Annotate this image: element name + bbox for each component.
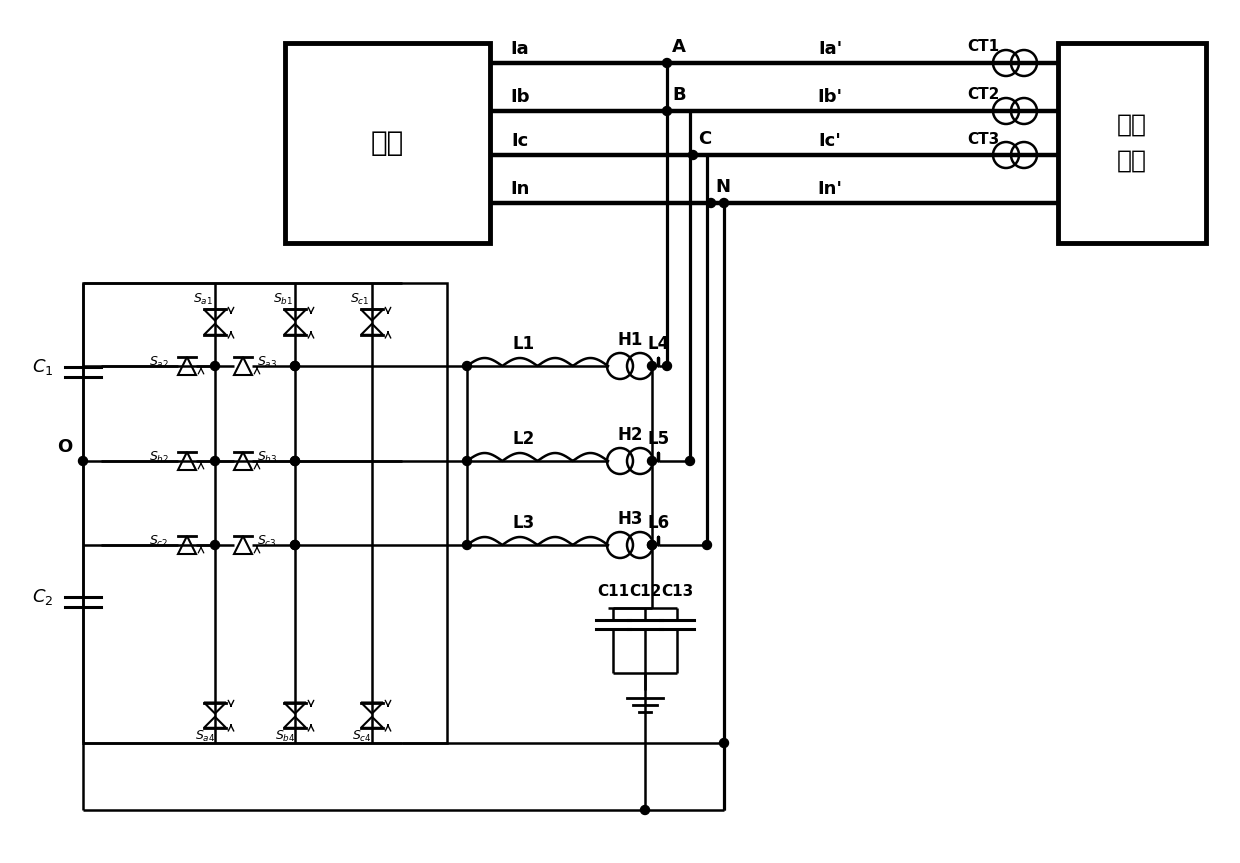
Circle shape <box>662 106 672 116</box>
Text: CT3: CT3 <box>967 131 999 147</box>
Circle shape <box>647 362 656 370</box>
Text: $S_{b1}$: $S_{b1}$ <box>273 292 293 306</box>
Text: $S_{c1}$: $S_{c1}$ <box>350 292 370 306</box>
Text: $S_{c2}$: $S_{c2}$ <box>149 533 169 549</box>
Circle shape <box>707 198 715 207</box>
Circle shape <box>719 739 729 747</box>
Text: Ia: Ia <box>511 40 529 58</box>
Text: $S_{a3}$: $S_{a3}$ <box>257 355 278 369</box>
Circle shape <box>463 362 471 370</box>
Text: Ic: Ic <box>511 132 528 150</box>
Circle shape <box>647 540 656 550</box>
Circle shape <box>290 457 300 465</box>
Text: L5: L5 <box>647 430 670 448</box>
Bar <box>1058 43 1207 243</box>
Circle shape <box>647 540 656 550</box>
Text: B: B <box>672 86 686 104</box>
Circle shape <box>641 805 650 815</box>
Text: Ic': Ic' <box>818 132 842 150</box>
Text: L6: L6 <box>647 514 670 532</box>
Text: C12: C12 <box>629 584 661 600</box>
Circle shape <box>290 362 300 370</box>
Text: H2: H2 <box>618 426 642 444</box>
Circle shape <box>647 457 656 465</box>
Circle shape <box>78 457 88 465</box>
Text: 三相: 三相 <box>1117 113 1147 137</box>
Circle shape <box>211 540 219 550</box>
Text: $S_{a2}$: $S_{a2}$ <box>149 355 169 369</box>
Text: $S_{a4}$: $S_{a4}$ <box>195 728 216 744</box>
Circle shape <box>688 150 697 160</box>
Text: L2: L2 <box>512 430 534 448</box>
Text: C13: C13 <box>661 584 693 600</box>
Text: L4: L4 <box>647 335 670 353</box>
Text: $S_{b4}$: $S_{b4}$ <box>275 728 295 744</box>
Text: C: C <box>698 130 712 148</box>
Circle shape <box>703 540 712 550</box>
Text: $C_2$: $C_2$ <box>32 587 53 607</box>
Circle shape <box>211 362 219 370</box>
Text: A: A <box>672 38 686 56</box>
Text: O: O <box>57 438 73 456</box>
Text: 负载: 负载 <box>1117 149 1147 173</box>
Circle shape <box>662 59 672 67</box>
Circle shape <box>290 540 300 550</box>
Text: L3: L3 <box>512 514 534 532</box>
Circle shape <box>686 457 694 465</box>
Text: H3: H3 <box>618 510 642 528</box>
Circle shape <box>290 362 300 370</box>
Circle shape <box>290 457 300 465</box>
Circle shape <box>290 540 300 550</box>
Text: $S_{a1}$: $S_{a1}$ <box>193 292 213 306</box>
Bar <box>83 283 446 743</box>
Text: L1: L1 <box>512 335 534 353</box>
Text: CT1: CT1 <box>967 40 999 54</box>
Text: $C_1$: $C_1$ <box>32 357 53 377</box>
Circle shape <box>662 362 672 370</box>
Text: H1: H1 <box>618 331 642 349</box>
Text: In': In' <box>817 180 842 198</box>
Text: Ib: Ib <box>510 88 529 106</box>
Circle shape <box>463 540 471 550</box>
Text: $S_{c3}$: $S_{c3}$ <box>257 533 277 549</box>
Text: In: In <box>511 180 529 198</box>
Text: $S_{c4}$: $S_{c4}$ <box>352 728 372 744</box>
Circle shape <box>719 198 729 207</box>
Text: N: N <box>715 178 730 196</box>
Circle shape <box>463 457 471 465</box>
Text: C11: C11 <box>596 584 629 600</box>
Text: $S_{b2}$: $S_{b2}$ <box>149 450 169 464</box>
Text: Ia': Ia' <box>818 40 842 58</box>
Text: 电网: 电网 <box>371 129 404 157</box>
Text: $S_{b3}$: $S_{b3}$ <box>257 450 278 464</box>
Bar <box>285 43 490 243</box>
Text: Ib': Ib' <box>817 88 842 106</box>
Text: CT2: CT2 <box>967 87 999 103</box>
Circle shape <box>211 457 219 465</box>
